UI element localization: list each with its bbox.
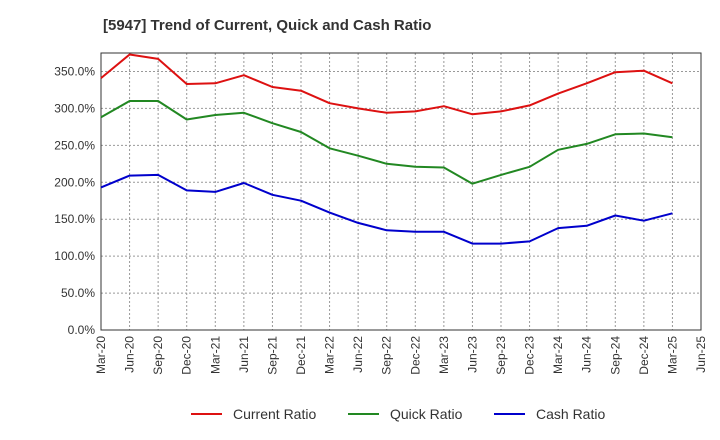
x-tick-label: Dec-24 — [637, 336, 651, 375]
chart-title: [5947] Trend of Current, Quick and Cash … — [103, 17, 431, 34]
y-tick-label: 0.0% — [68, 323, 96, 337]
x-tick-label: Dec-20 — [180, 336, 194, 375]
x-tick-label: Jun-20 — [123, 336, 137, 373]
plot-frame — [100, 52, 702, 331]
y-tick-label: 100.0% — [54, 249, 95, 263]
y-tick-label: 50.0% — [61, 286, 95, 300]
cash-ratio-legend-label: Cash Ratio — [536, 406, 605, 422]
x-tick-label: Jun-22 — [351, 336, 365, 373]
legend: Current Ratio Quick Ratio Cash Ratio — [191, 406, 605, 422]
y-tick-label: 250.0% — [54, 138, 95, 152]
x-tick-label: Dec-23 — [523, 336, 537, 375]
x-tick-label: Mar-24 — [551, 336, 565, 374]
series — [100, 53, 673, 245]
current-ratio-line — [100, 53, 673, 116]
x-tick-label: Jun-24 — [580, 336, 594, 373]
grid — [100, 53, 702, 331]
x-tick-label: Sep-20 — [151, 336, 165, 375]
axes: 0.0% 50.0% 100.0% 150.0% 200.0% 250.0% 300.0% 3… — [54, 52, 708, 375]
x-tick-label: Mar-21 — [208, 336, 222, 374]
x-tick-label: Mar-23 — [437, 336, 451, 374]
x-tick-label: Sep-24 — [608, 336, 622, 375]
quick-ratio-legend-label: Quick Ratio — [390, 406, 463, 422]
x-tick-label: Sep-22 — [380, 336, 394, 375]
cash-ratio-line — [100, 173, 673, 245]
x-tick-label: Mar-25 — [665, 336, 679, 374]
x-tick-label: Mar-22 — [323, 336, 337, 374]
x-tick-label: Sep-21 — [265, 336, 279, 375]
y-tick-label: 350.0% — [54, 64, 95, 78]
x-tick-label: Mar-20 — [94, 336, 108, 374]
y-tick-label: 300.0% — [54, 101, 95, 115]
x-tick-label: Jun-23 — [465, 336, 479, 373]
x-tick-label: Sep-23 — [494, 336, 508, 375]
x-tick-label: Jun-21 — [237, 336, 251, 373]
current-ratio-legend-label: Current Ratio — [233, 406, 316, 422]
quick-ratio-line — [100, 100, 673, 185]
y-tick-label: 200.0% — [54, 175, 95, 189]
x-tick-label: Jun-25 — [694, 336, 708, 373]
y-tick-label: 150.0% — [54, 212, 95, 226]
x-tick-label: Dec-22 — [408, 336, 422, 375]
x-tick-label: Dec-21 — [294, 336, 308, 375]
